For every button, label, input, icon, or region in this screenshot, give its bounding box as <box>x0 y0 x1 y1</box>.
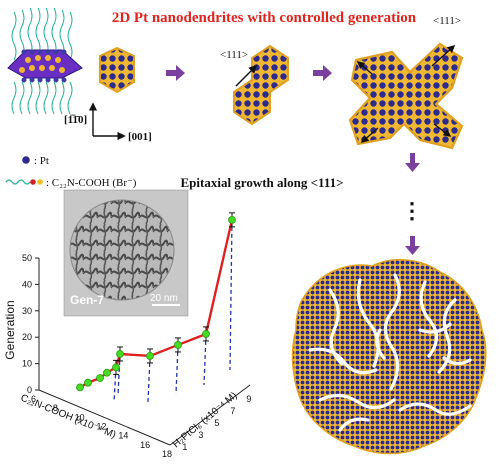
data-point <box>103 368 111 377</box>
seed-crystal-top <box>7 49 83 79</box>
surfactant-bromide-icon <box>37 179 43 185</box>
surfactant-head-icon <box>30 179 36 185</box>
tem-scale-label: 20 nm <box>150 293 178 304</box>
growth-arrows <box>166 65 420 255</box>
drop-line <box>203 333 207 386</box>
x-tick-label: 6 <box>31 394 36 404</box>
data-point <box>228 215 236 224</box>
arrow-right-2 <box>313 65 332 81</box>
legend: : Pt : C₂₂N-COOH (Br⁻) <box>5 155 137 189</box>
first-generation-particle: <111> <box>220 44 289 126</box>
seed-atoms <box>19 55 65 73</box>
surfactant-chains <box>11 7 73 115</box>
x-tick-label: 8 <box>53 403 58 413</box>
drop-lines <box>113 219 233 403</box>
drop-line <box>175 344 179 395</box>
z-tick-label: 20 <box>22 332 32 342</box>
data-point <box>116 350 124 358</box>
seed-atom-rows <box>21 49 67 83</box>
data-point <box>174 341 182 349</box>
data-points <box>76 215 236 392</box>
z-tick-label: 40 <box>22 279 32 289</box>
second-generation-particle: <111> <box>348 15 464 150</box>
surfactant-icon <box>5 179 31 185</box>
y-tick-label: 9 <box>246 394 251 404</box>
z-tick-label: 10 <box>22 359 32 369</box>
y-tick-label: 7 <box>230 406 235 416</box>
data-point <box>146 352 154 360</box>
tem-generation-label: Gen-7 <box>70 293 104 307</box>
x-axis-ticks: 6 8 10 12 14 16 18 <box>31 394 172 459</box>
data-point <box>112 363 120 372</box>
x-tick-label: 10 <box>75 412 85 422</box>
z-axis-ticks: 0 10 20 30 40 50 <box>22 253 39 395</box>
x-tick-label: 18 <box>162 449 172 459</box>
y-axis-ticks: 1 3 5 7 9 <box>182 394 251 452</box>
ellipsis-dots: ⋮ <box>401 198 423 223</box>
arrow-down-1 <box>405 153 420 172</box>
data-point <box>84 378 92 387</box>
x-tick-label: 14 <box>118 431 128 441</box>
drop-line <box>229 219 233 371</box>
axis-label-110: [1̅1̄0] <box>64 114 87 126</box>
data-point <box>202 330 210 338</box>
z-axis-label: Generation <box>3 300 17 359</box>
z-tick-label: 50 <box>22 253 32 263</box>
data-point <box>76 383 84 392</box>
y-tick-label: 1 <box>182 442 187 452</box>
y-tick-label: 5 <box>214 418 219 428</box>
y-axis-line <box>169 384 251 446</box>
arrow-down-2 <box>405 236 420 255</box>
arrow-right-1 <box>166 65 185 81</box>
data-point <box>96 374 104 382</box>
crystal-axes: [1̅1̄0] [001] <box>64 102 152 143</box>
z-tick-label: 0 <box>27 385 32 395</box>
legend-pt-label: : Pt <box>34 155 49 167</box>
drop-line <box>147 355 151 403</box>
direction-label-111-b: <111> <box>433 15 461 27</box>
y-axis-label: H₂PtCl₆ (x10⁻⁴ M) <box>171 390 240 450</box>
pt-atom-icon <box>22 156 30 164</box>
z-tick-label: 30 <box>22 306 32 316</box>
seed-with-surfactant <box>7 7 83 115</box>
x-axis-line <box>38 389 171 446</box>
axis-label-001: [001] <box>128 131 152 143</box>
direction-label-111-a: <111> <box>220 49 248 61</box>
figure-title: 2D Pt nanodendrites with controlled gene… <box>112 10 417 26</box>
final-nanodendrite <box>291 259 487 455</box>
tem-image: Gen-7 20 nm <box>63 189 189 317</box>
drop-line <box>113 367 117 403</box>
x-tick-label: 16 <box>140 440 150 450</box>
legend-surfactant-label: : C₂₂N-COOH (Br⁻) <box>46 177 137 189</box>
x-tick-label: 12 <box>97 422 107 432</box>
y-tick-label: 3 <box>198 430 203 440</box>
hexagonal-seed <box>99 46 135 94</box>
growth-caption: Epitaxial growth along <111> <box>180 175 343 190</box>
